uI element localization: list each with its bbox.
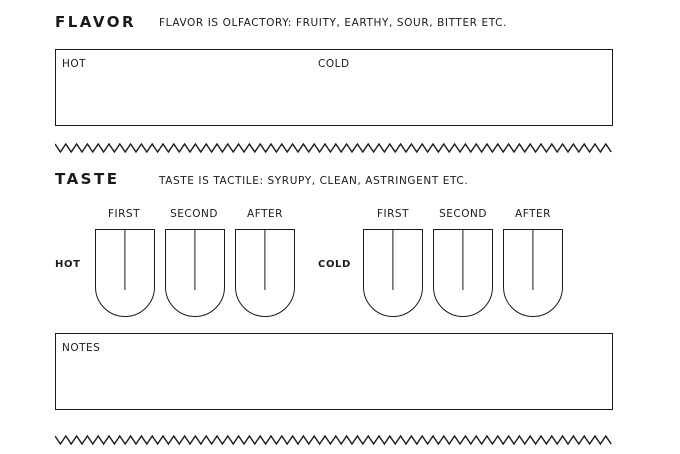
tongue-divider-line <box>462 230 464 290</box>
taste-cold-row-label: COLD <box>318 259 351 270</box>
zigzag-divider <box>55 434 612 446</box>
hot-col-after-label: AFTER <box>247 208 283 220</box>
cold-col-after-label: AFTER <box>515 208 551 220</box>
hot-first-tongue-field[interactable] <box>95 229 155 317</box>
cold-col-second-label: SECOND <box>439 208 487 220</box>
zigzag-divider <box>55 142 612 154</box>
flavor-hot-label: HOT <box>62 58 87 70</box>
notes-label: NOTES <box>62 342 101 354</box>
taste-heading: TASTE <box>55 170 120 188</box>
tongue-divider-line <box>124 230 126 290</box>
hot-second-tongue-field[interactable] <box>165 229 225 317</box>
hot-after-tongue-field[interactable] <box>235 229 295 317</box>
tongue-divider-line <box>194 230 196 290</box>
taste-description: TASTE IS TACTILE: SYRUPY, CLEAN, ASTRING… <box>159 175 469 187</box>
cold-col-first-label: FIRST <box>376 208 409 220</box>
cold-second-tongue-field[interactable] <box>433 229 493 317</box>
flavor-notes-box[interactable]: HOT COLD <box>55 49 613 126</box>
flavor-description: FLAVOR IS OLFACTORY: FRUITY, EARTHY, SOU… <box>159 17 508 29</box>
hot-col-second-label: SECOND <box>170 208 218 220</box>
cold-first-tongue-field[interactable] <box>363 229 423 317</box>
tongue-divider-line <box>392 230 394 290</box>
flavor-heading: FLAVOR <box>55 13 137 31</box>
hot-col-first-label: FIRST <box>107 208 140 220</box>
tongue-divider-line <box>264 230 266 290</box>
flavor-cold-label: COLD <box>318 58 350 70</box>
notes-box[interactable]: NOTES <box>55 333 613 410</box>
taste-hot-row-label: HOT <box>55 259 81 270</box>
cold-after-tongue-field[interactable] <box>503 229 563 317</box>
tongue-divider-line <box>532 230 534 290</box>
